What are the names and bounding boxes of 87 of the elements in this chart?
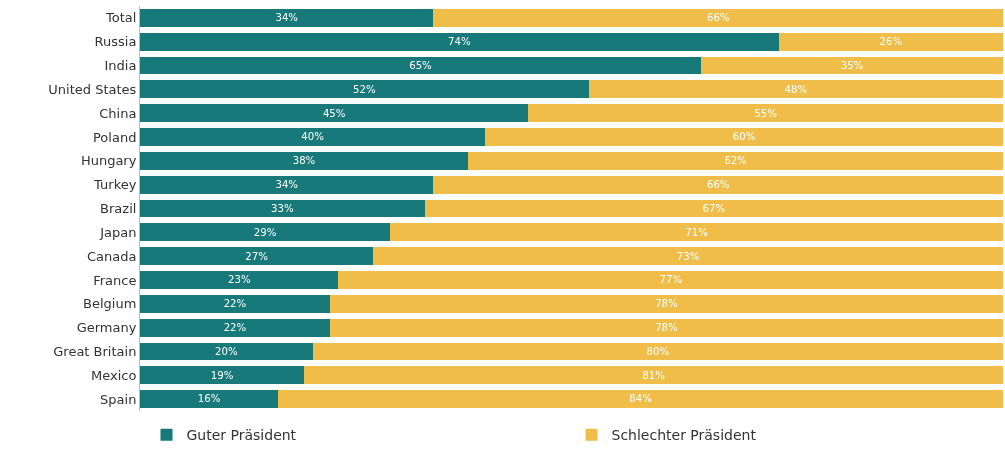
y-tick-label: China [99, 105, 137, 121]
data-label: 19% [210, 369, 234, 381]
bar [140, 294, 330, 313]
y-tick-label: Japan [99, 224, 137, 240]
y-tick-label: Turkey [93, 177, 137, 193]
y-tick-label: France [93, 272, 137, 288]
bar [140, 80, 589, 99]
data-label: 60% [732, 131, 756, 143]
bar [373, 247, 1003, 266]
bar [390, 223, 1003, 242]
bar [485, 128, 1003, 146]
data-label: 48% [784, 83, 808, 95]
y-tick-label: Germany [76, 320, 137, 336]
bar [424, 199, 1003, 218]
bar [303, 366, 1003, 385]
legend-label: Guter Präsident [186, 427, 297, 444]
y-tick-label: Belgium [83, 296, 137, 312]
data-label: 80% [646, 345, 670, 357]
data-label: 62% [724, 155, 748, 167]
bar [140, 342, 313, 361]
bar [140, 366, 304, 385]
data-label: 73% [676, 250, 700, 262]
y-tick-label: Russia [94, 34, 137, 50]
y-tick-label: Total [105, 10, 137, 26]
data-label: 67% [702, 202, 726, 214]
data-label: 34% [275, 12, 299, 24]
data-label: 71% [685, 226, 709, 238]
data-label: 34% [275, 179, 299, 191]
data-label: 38% [292, 155, 316, 167]
bar [140, 223, 391, 242]
bar [778, 32, 1003, 51]
data-label: 52% [353, 83, 377, 95]
bar [433, 8, 1003, 27]
bar [140, 390, 279, 409]
bar [140, 318, 330, 337]
legend-label: Schlechter Präsident [611, 427, 757, 444]
bar [278, 390, 1003, 409]
bar [588, 80, 1003, 99]
y-tick-label: Canada [86, 248, 137, 264]
data-label: 40% [301, 131, 325, 143]
bar [140, 128, 486, 146]
bar [700, 56, 1003, 75]
data-label: 22% [223, 298, 247, 310]
y-tick-label: Mexico [90, 367, 137, 383]
data-label: 33% [271, 202, 295, 214]
data-label: 78% [655, 298, 679, 310]
data-label: 81% [642, 369, 666, 381]
data-label: 16% [197, 393, 221, 405]
data-label: 74% [448, 36, 471, 48]
bar [528, 104, 1003, 123]
bar [140, 32, 779, 51]
data-label: 66% [706, 179, 730, 191]
data-label: 84% [629, 393, 653, 405]
bar [140, 104, 529, 123]
bar [338, 271, 1003, 289]
y-tick-label: Hungary [80, 153, 137, 169]
data-label: 26% [879, 36, 903, 48]
bar [140, 8, 434, 27]
bar [467, 151, 1003, 170]
data-label: 65% [409, 59, 433, 71]
y-tick-label: India [104, 58, 137, 74]
bar [140, 271, 339, 289]
data-label: 55% [754, 107, 778, 119]
data-label: 35% [840, 59, 864, 71]
data-label: 22% [223, 322, 247, 333]
data-label: 45% [322, 107, 346, 119]
bar [140, 199, 425, 218]
y-tick-label: Spain [100, 391, 137, 407]
data-label: 66% [706, 12, 730, 24]
y-tick-label: Great Britain [53, 343, 137, 359]
y-tick-label: United States [48, 81, 137, 97]
data-label: 23% [227, 274, 251, 286]
bar [140, 151, 468, 170]
data-label: 20% [215, 345, 238, 357]
bar [329, 318, 1003, 337]
bar [312, 342, 1003, 361]
y-tick-label: Poland [92, 129, 137, 145]
y-tick-label: Brazil [100, 201, 137, 217]
bar [329, 294, 1003, 313]
data-label: 27% [245, 250, 269, 262]
bar [433, 175, 1003, 194]
data-label: 78% [655, 322, 679, 333]
bar [140, 175, 434, 194]
bar [140, 247, 374, 266]
data-label: 77% [659, 274, 683, 286]
data-label: 29% [253, 226, 277, 238]
bar [140, 56, 701, 75]
